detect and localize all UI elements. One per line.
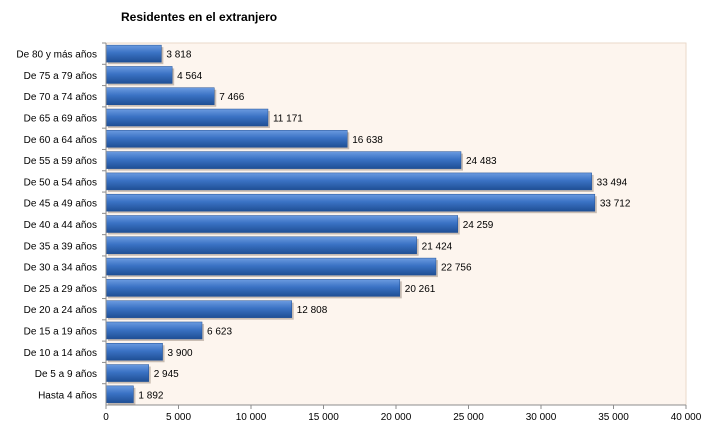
category-label: De 60 a 64 años	[24, 135, 97, 146]
data-label: 24 483	[466, 156, 497, 167]
category-label: De 50 a 54 años	[24, 177, 97, 188]
bar	[105, 151, 462, 169]
chart-title: Residentes en el extranjero	[121, 10, 278, 24]
data-label: 16 638	[352, 135, 383, 146]
category-label: De 65 a 69 años	[24, 114, 97, 125]
x-tick-label: 5 000	[166, 412, 191, 422]
data-label: 24 259	[463, 220, 494, 231]
x-tick-label: 30 000	[526, 412, 557, 422]
bar	[105, 215, 459, 233]
bar	[105, 87, 215, 105]
data-label: 20 261	[405, 284, 436, 295]
category-label: De 5 a 9 años	[35, 369, 97, 380]
category-label: De 80 y más años	[16, 50, 97, 61]
bar	[105, 130, 348, 148]
category-label: De 70 a 74 años	[24, 92, 97, 103]
category-label: De 25 a 29 años	[24, 284, 97, 295]
bar	[105, 236, 417, 255]
bar	[105, 193, 596, 212]
bar	[105, 321, 203, 340]
data-label: 2 945	[154, 369, 179, 380]
bar	[105, 108, 269, 127]
bar	[105, 279, 401, 297]
data-label: 12 808	[297, 305, 328, 316]
category-label: De 55 a 59 años	[24, 156, 97, 167]
bar	[105, 66, 173, 84]
bars-layer: 3 818 4 564 7 466 11 171 16 638 24 483 33 494 3…	[105, 44, 631, 405]
category-label: De 35 a 39 años	[24, 241, 97, 252]
category-label: De 75 a 79 años	[24, 71, 97, 82]
x-tick-label: 0	[103, 412, 109, 422]
bar	[105, 364, 149, 382]
category-label: De 45 a 49 años	[24, 199, 97, 210]
data-label: 4 564	[177, 71, 202, 82]
x-tick-label: 15 000	[308, 412, 339, 422]
axes-layer: De 80 y más años De 75 a 79 años De 70 a 7…	[16, 42, 702, 422]
bar	[105, 257, 437, 276]
data-label: 3 818	[166, 50, 191, 61]
data-label: 11 171	[273, 114, 303, 125]
category-label: De 10 a 14 años	[24, 348, 97, 359]
data-label: 21 424	[422, 241, 453, 252]
category-label: De 40 a 44 años	[24, 220, 97, 231]
data-label: 33 494	[597, 177, 628, 188]
category-label: De 30 a 34 años	[24, 263, 97, 274]
x-tick-label: 20 000	[381, 412, 412, 422]
bar	[105, 172, 592, 191]
data-label: 3 900	[168, 348, 193, 359]
bar	[105, 44, 162, 63]
x-tick-label: 35 000	[598, 412, 629, 422]
category-label: Hasta 4 años	[38, 390, 97, 401]
data-label: 33 712	[600, 199, 631, 210]
category-label: De 15 a 19 años	[24, 326, 97, 337]
bar	[105, 300, 292, 318]
x-tick-label: 25 000	[453, 412, 484, 422]
x-tick-label: 10 000	[236, 412, 267, 422]
data-label: 1 892	[138, 390, 163, 401]
data-label: 6 623	[207, 326, 232, 337]
category-label: De 20 a 24 años	[24, 305, 97, 316]
bar	[105, 343, 163, 361]
bar	[105, 385, 134, 404]
x-tick-label: 40 000	[671, 412, 702, 422]
data-label: 7 466	[219, 92, 244, 103]
data-label: 22 756	[441, 263, 472, 274]
